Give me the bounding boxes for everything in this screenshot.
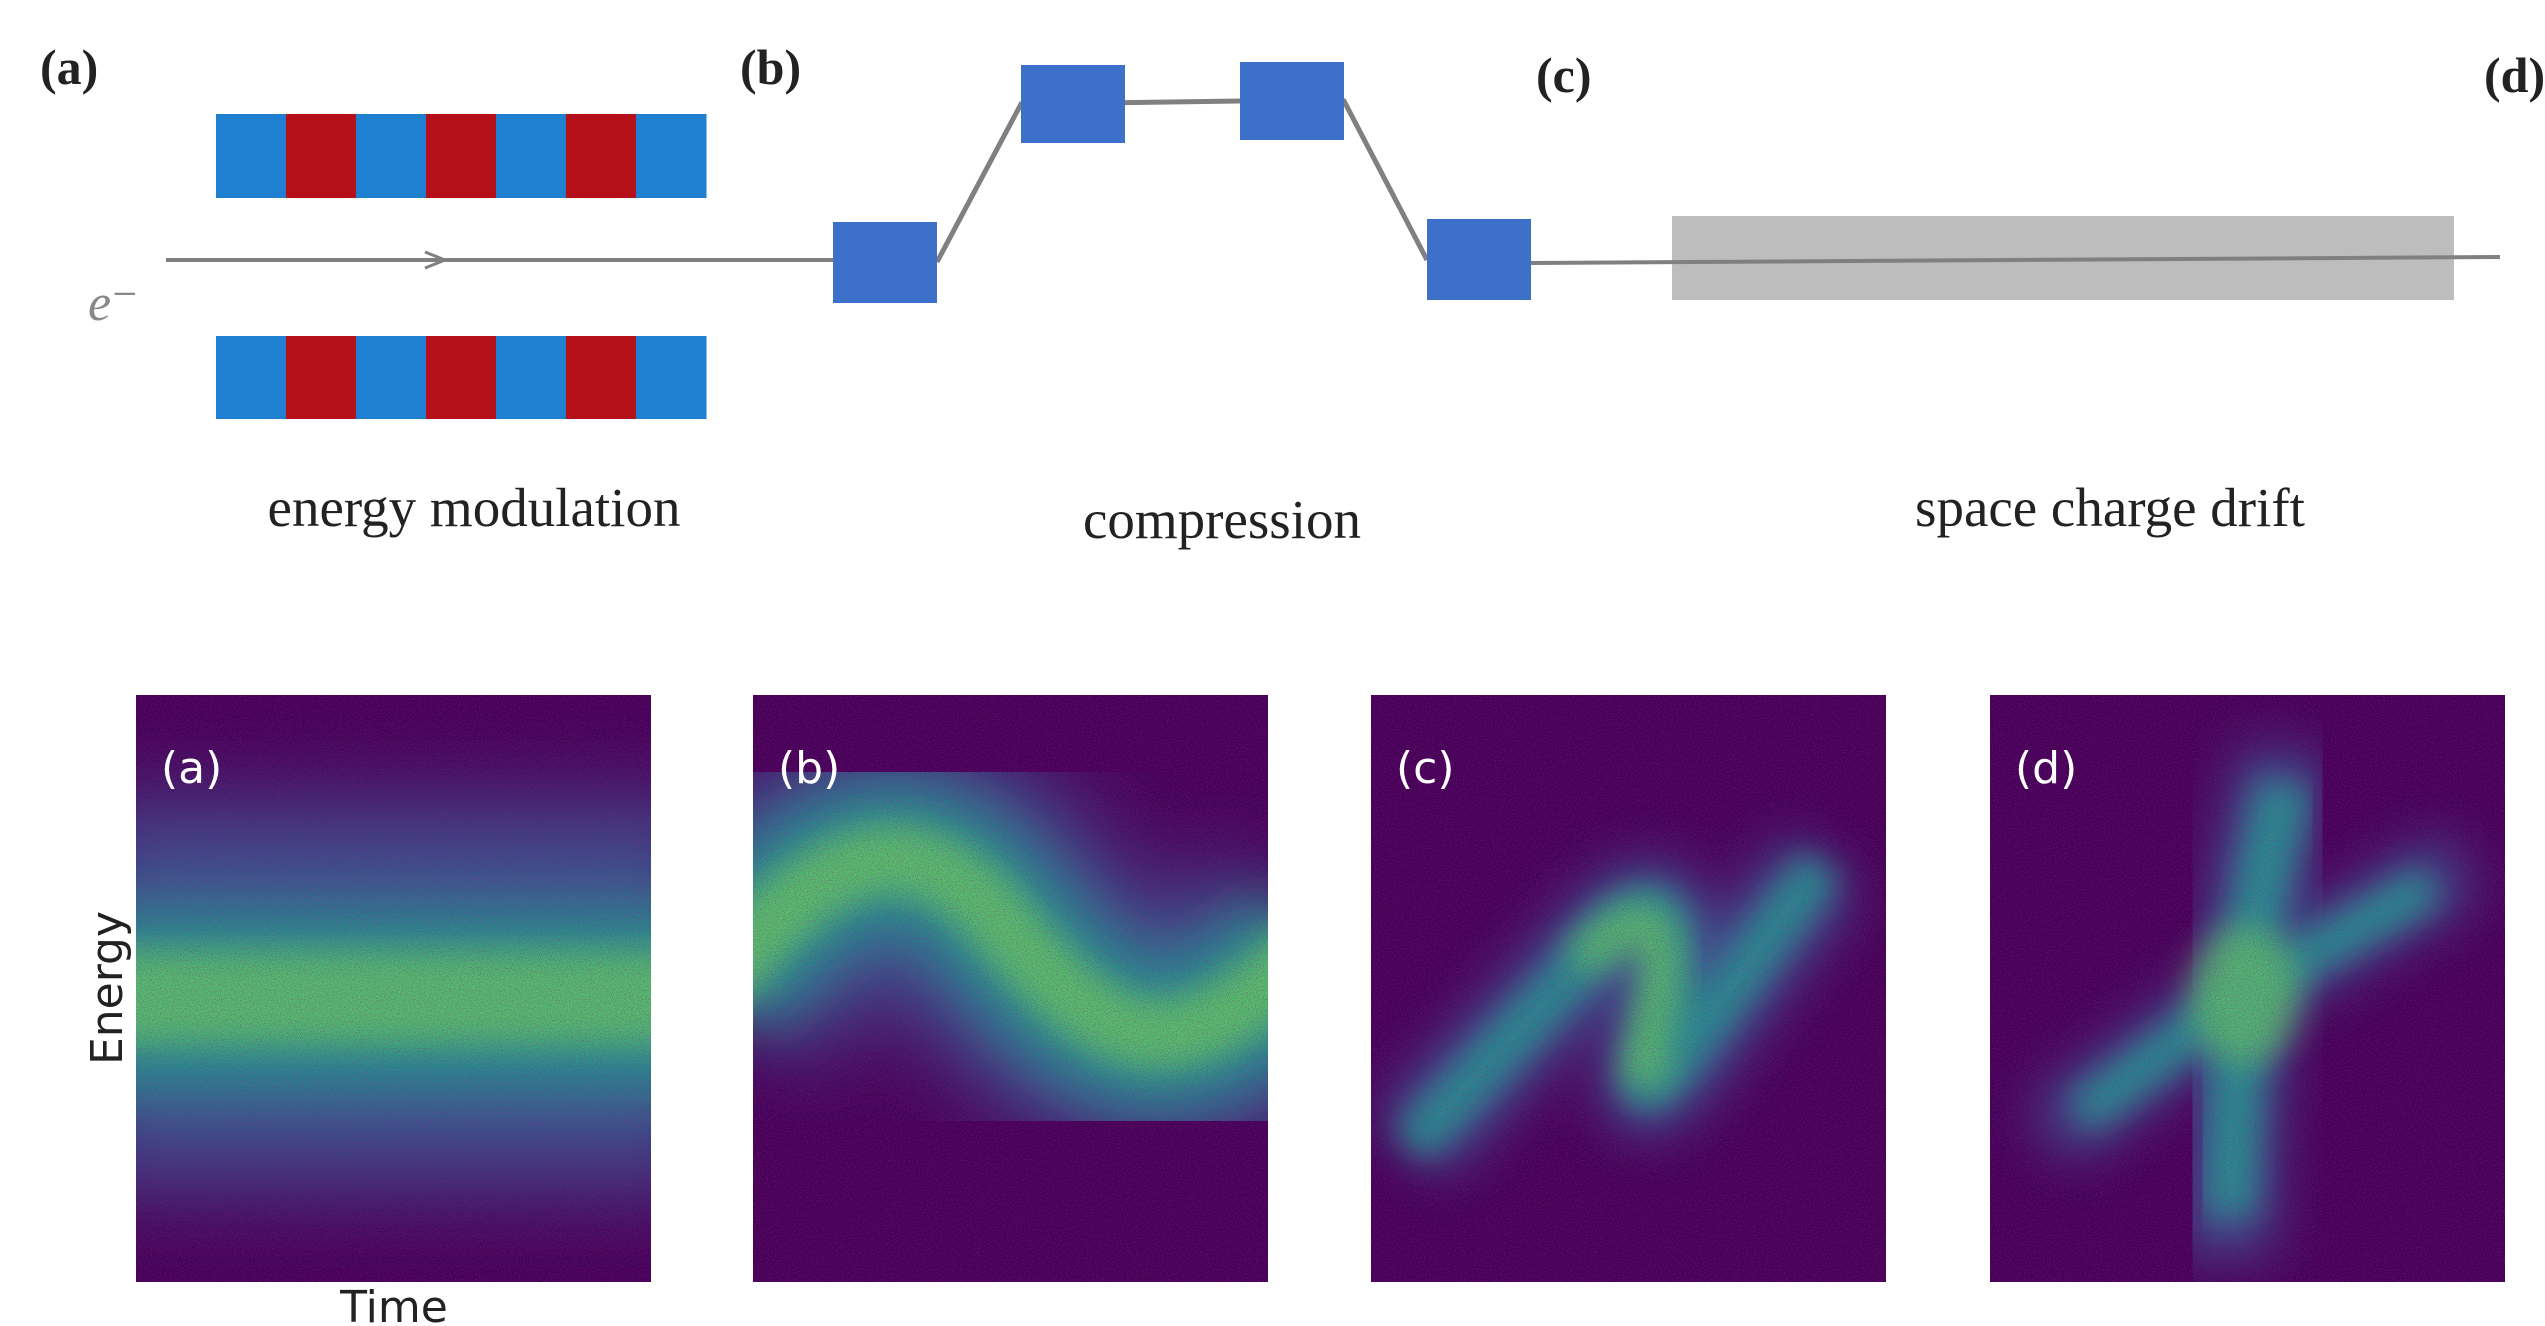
dipole-magnet — [1427, 219, 1531, 300]
undulator — [216, 114, 707, 419]
beam-arrow — [424, 250, 450, 270]
undulator-pole — [636, 336, 707, 419]
panel-label: (d) — [2015, 743, 2077, 794]
beam-line — [1530, 255, 2501, 265]
dipole-magnet — [833, 222, 937, 303]
undulator-pole — [566, 336, 637, 419]
panel-label: (b) — [778, 743, 840, 794]
phase-space-panel: (a) — [136, 695, 651, 1282]
undulator-pole — [566, 114, 637, 198]
undulator-pole — [286, 114, 357, 198]
undulator-pole — [496, 336, 567, 419]
undulator-pole — [356, 336, 427, 419]
undulator-pole — [356, 114, 427, 198]
undulator-pole — [426, 114, 497, 198]
undulator-pole — [426, 336, 497, 419]
phase-space-panel: (c) — [1371, 695, 1886, 1282]
stage-caption: space charge drift — [1915, 477, 2305, 538]
undulator-pole — [286, 336, 357, 419]
stage-caption: energy modulation — [268, 477, 681, 538]
dipole-magnet — [1021, 65, 1125, 143]
undulator-pole — [496, 114, 567, 198]
undulator-pole — [216, 114, 287, 198]
phase-space-panel: (b) — [753, 695, 1268, 1282]
panel-label: (c) — [1396, 743, 1455, 794]
chicane-path — [934, 98, 1430, 264]
stage-caption: compression — [1083, 489, 1361, 550]
stage-label: (c) — [1536, 47, 1592, 103]
x-axis-label: Time — [339, 1282, 448, 1326]
phase-space-panel: (d) — [1990, 695, 2505, 1282]
stage-label: (a) — [40, 39, 98, 95]
electron-label: e⁻ — [88, 275, 139, 332]
stage-label: (d) — [2484, 47, 2545, 103]
schematic: (a) (b) (c) (d) e⁻ energy modulation com… — [40, 39, 2545, 550]
undulator-pole — [636, 114, 707, 198]
panel-label: (a) — [161, 743, 222, 794]
y-axis-label: Energy — [82, 911, 133, 1065]
stage-label: (b) — [740, 39, 801, 95]
undulator-pole — [216, 336, 287, 419]
dipole-magnet — [1240, 62, 1344, 140]
